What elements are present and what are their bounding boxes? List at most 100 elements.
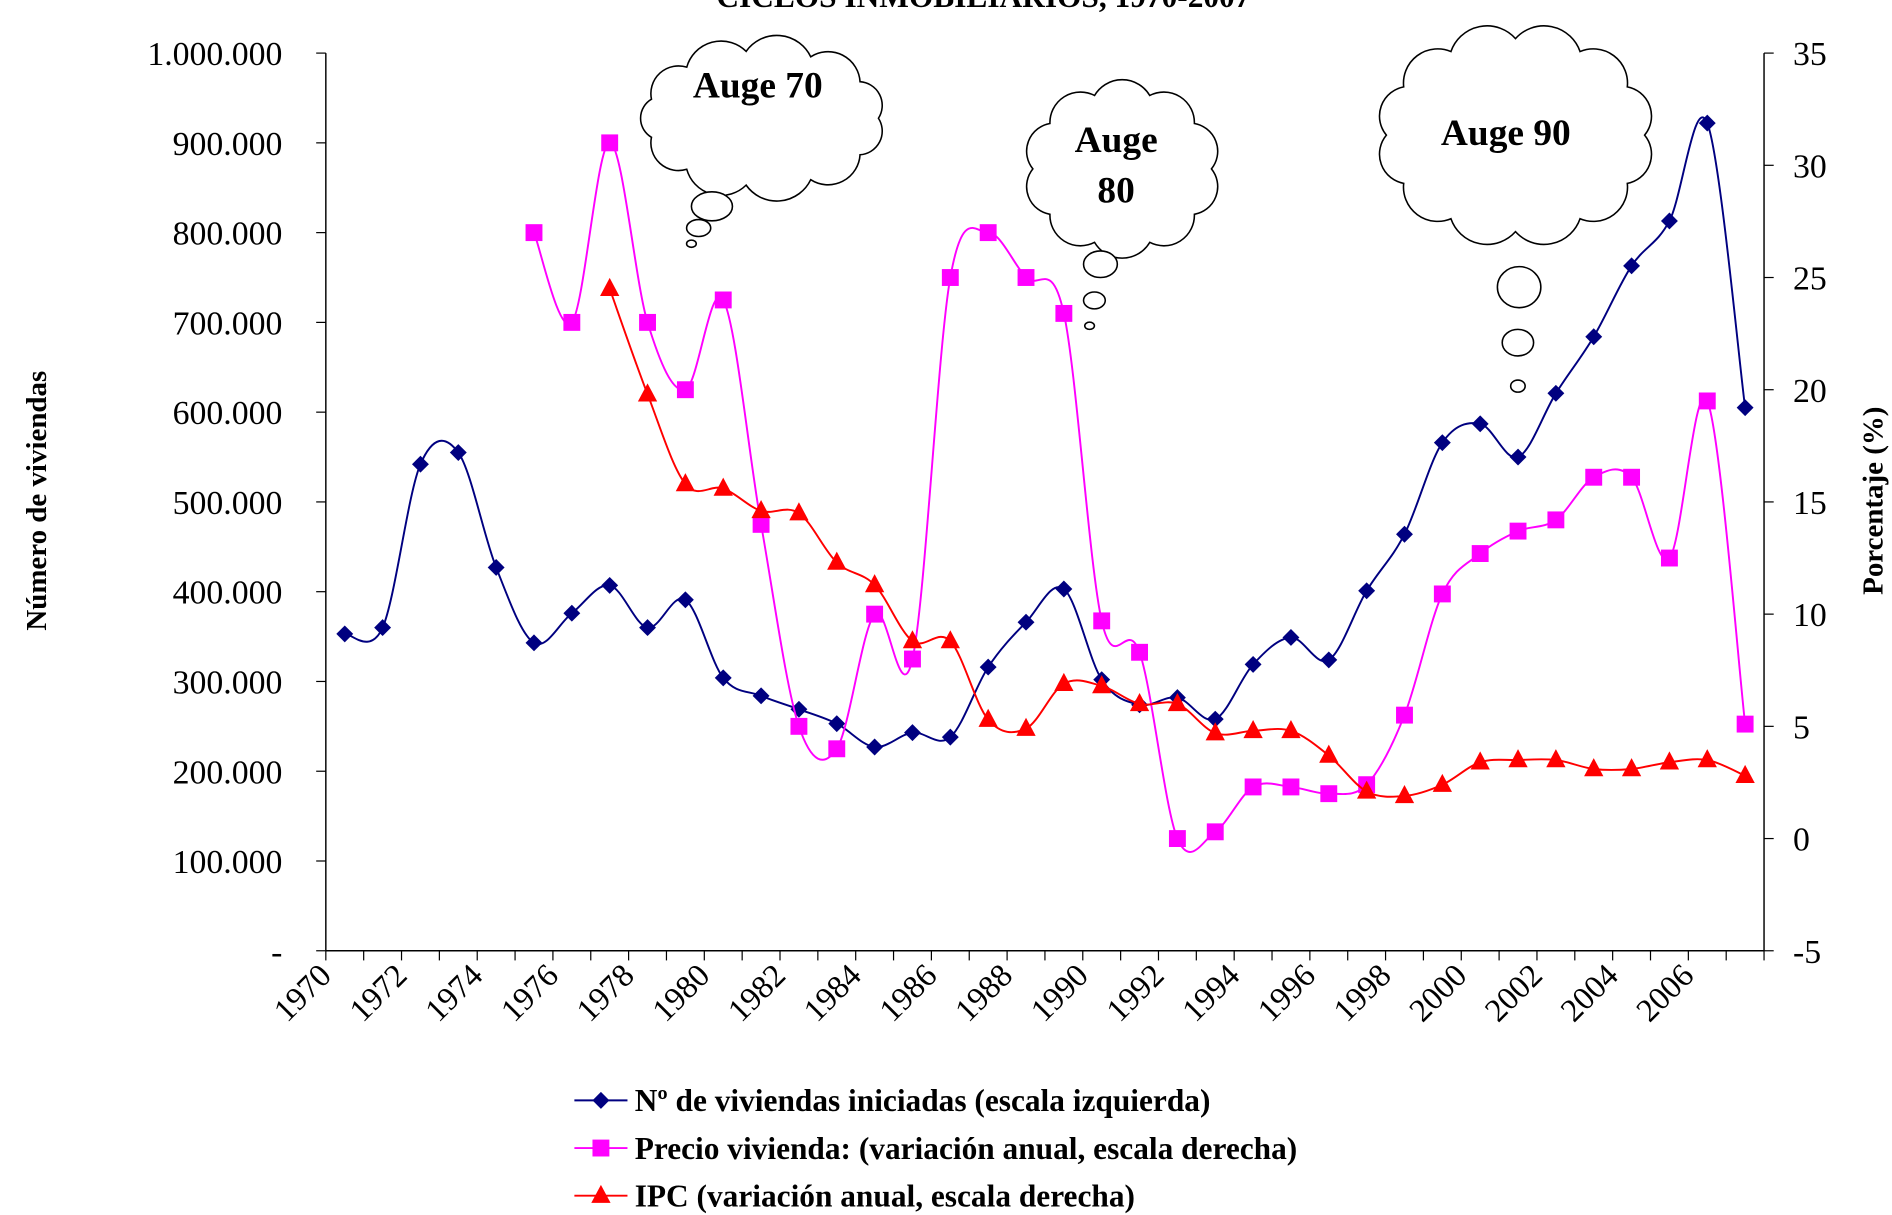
cloud-bubble (1497, 267, 1540, 308)
x-tick-label: 1974 (419, 958, 491, 1030)
cloud-bubble (1084, 251, 1118, 278)
annotation: Auge 70 (693, 66, 823, 107)
data-point (677, 381, 694, 398)
data-point (1472, 415, 1489, 432)
data-point (601, 577, 618, 594)
data-point (1547, 511, 1564, 528)
legend-marker (592, 1140, 609, 1157)
cloud-bubble (1084, 292, 1106, 309)
y2-tick-label: -5 (1793, 934, 1821, 971)
y-tick-label: - (271, 934, 282, 971)
data-point (753, 687, 770, 704)
y-tick-label: 400.000 (173, 575, 283, 612)
data-point (790, 718, 807, 735)
data-point (1207, 823, 1224, 840)
data-point (1737, 399, 1754, 416)
data-point (526, 224, 543, 241)
legend-label: Nº de viviendas iniciadas (escala izquie… (635, 1083, 1211, 1118)
y-tick-label: 500.000 (173, 485, 283, 522)
x-tick-label: 2006 (1630, 958, 1702, 1030)
data-point (1546, 749, 1565, 767)
y2-axis-title: Porcentaje (%) (1857, 407, 1889, 595)
data-point (714, 478, 733, 496)
data-point (1585, 469, 1602, 486)
y-tick-label: 600.000 (173, 395, 283, 432)
data-point (601, 134, 618, 151)
data-point (639, 619, 656, 636)
x-tick-label: 1988 (948, 958, 1020, 1030)
data-point (600, 278, 619, 296)
data-point (1169, 830, 1186, 847)
data-point (374, 619, 391, 636)
y2-tick-label: 0 (1793, 822, 1810, 859)
x-tick-label: 1980 (646, 958, 718, 1030)
x-tick-label: 2002 (1478, 958, 1550, 1030)
legend-marker (592, 1092, 609, 1109)
y-tick-label: 300.000 (173, 665, 283, 702)
data-point (1433, 774, 1452, 792)
data-point (715, 292, 732, 309)
x-tick-label: 1984 (797, 958, 869, 1030)
data-point (1016, 718, 1035, 736)
data-point (1661, 213, 1678, 230)
y-tick-label: 200.000 (173, 754, 283, 791)
data-point (563, 314, 580, 331)
data-point (904, 724, 921, 741)
data-point (1434, 585, 1451, 602)
y-tick-label: 700.000 (173, 305, 283, 342)
data-point (1661, 550, 1678, 567)
data-point (1396, 526, 1413, 543)
data-point (751, 500, 770, 518)
y-tick-label: 800.000 (173, 216, 283, 253)
data-point (1623, 469, 1640, 486)
chart-title: CICLOS INMOBILIARIOS, 1970-2007 (716, 0, 1250, 14)
data-point (865, 574, 884, 592)
data-point (1093, 612, 1110, 629)
x-tick-label: 2004 (1554, 958, 1626, 1030)
y2-tick-label: 15 (1793, 485, 1827, 522)
legend: Nº de viviendas iniciadas (escala izquie… (574, 1083, 1297, 1213)
x-tick-label: 1978 (570, 958, 642, 1030)
cloud-bubble (687, 220, 711, 237)
legend-label: Precio vivienda: (variación anual, escal… (635, 1131, 1298, 1166)
data-point (1358, 582, 1375, 599)
data-point (1319, 745, 1338, 763)
x-tick-label: 1972 (343, 958, 415, 1030)
data-point (1283, 778, 1300, 795)
data-point (866, 739, 883, 756)
data-point (1245, 778, 1262, 795)
y-axis-title: Número de viviendas (21, 371, 53, 631)
y2-tick-label: 5 (1793, 709, 1810, 746)
y2-tick-label: 30 (1793, 148, 1827, 185)
legend-marker (591, 1185, 610, 1203)
y-tick-label: 100.000 (173, 844, 283, 881)
data-point (1434, 434, 1451, 451)
x-tick-label: 2000 (1403, 958, 1475, 1030)
data-point (676, 473, 695, 491)
data-point (1018, 269, 1035, 286)
x-tick-label: 1998 (1327, 958, 1399, 1030)
cloud (641, 35, 883, 201)
chart: CICLOS INMOBILIARIOS, 1970-2007 Número d… (0, 0, 1892, 1215)
y2-tick-label: 20 (1793, 373, 1827, 410)
x-tick-label: 1990 (1024, 958, 1096, 1030)
data-point (942, 269, 959, 286)
cloud-bubble (687, 240, 697, 247)
data-point (1131, 644, 1148, 661)
cloud-bubble (1502, 329, 1533, 356)
data-point (1510, 523, 1527, 540)
data-point (904, 651, 921, 668)
x-tick-label: 1986 (873, 958, 945, 1030)
x-tick-label: 1996 (1251, 958, 1323, 1030)
x-tick-label: 1992 (1100, 958, 1172, 1030)
data-point (979, 709, 998, 727)
data-point (1396, 707, 1413, 724)
data-point (1243, 720, 1262, 738)
data-point (1585, 328, 1602, 345)
data-point (1206, 722, 1225, 740)
cloud-bubble (1511, 380, 1525, 392)
annotation: Auge (1075, 120, 1158, 161)
data-point (1623, 257, 1640, 274)
cloud-bubble (691, 192, 732, 221)
